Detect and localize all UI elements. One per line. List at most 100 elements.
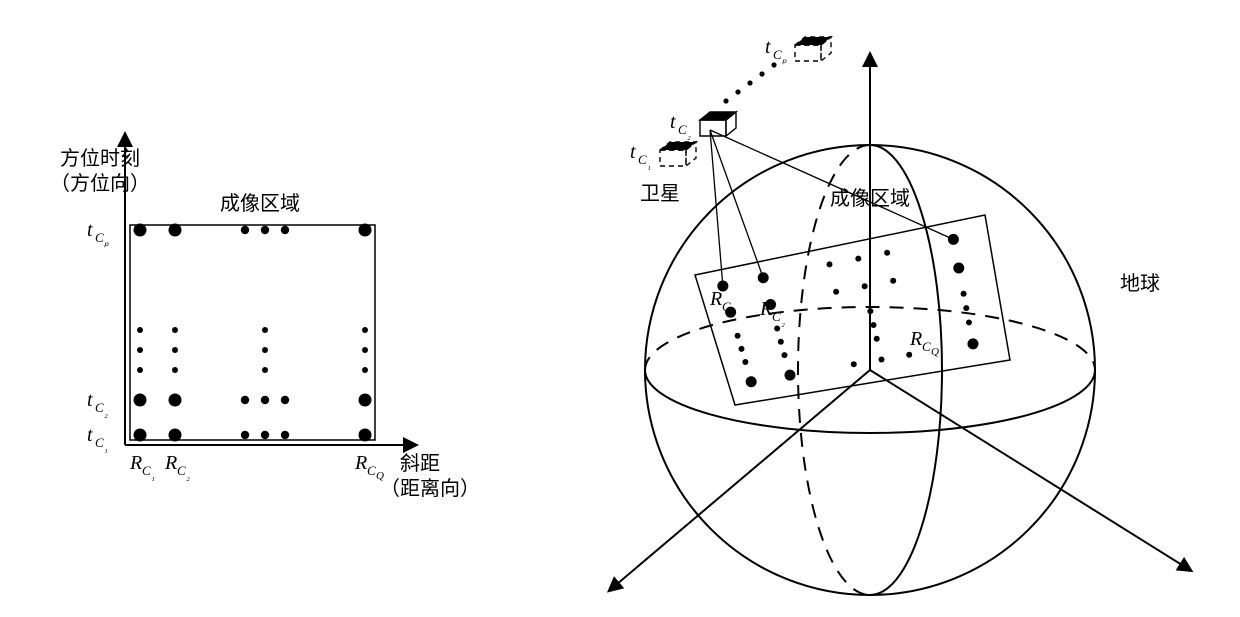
var-main: R xyxy=(909,328,922,350)
area-label: 成像区域 xyxy=(830,187,910,210)
trail-dot xyxy=(723,98,728,103)
var-sub-c: C xyxy=(95,230,104,245)
equator-front xyxy=(645,370,1095,433)
quad-ellipsis xyxy=(878,357,884,363)
ellipsis-dot xyxy=(262,327,268,333)
grid-dot xyxy=(359,394,372,407)
var-sub-sub: ₂ xyxy=(687,129,691,141)
var-sub-c: C xyxy=(722,299,731,314)
ellipsis-dot xyxy=(172,347,178,353)
y-axis-label-1: 方位时刻 xyxy=(60,147,140,170)
meridian-front xyxy=(870,145,942,595)
quad-ellipsis xyxy=(906,352,912,358)
var-main: t xyxy=(87,389,93,411)
ellipsis-dot xyxy=(137,347,143,353)
quad-ellipsis xyxy=(884,250,890,256)
ellipsis-dot xyxy=(172,367,178,373)
var-sub-sub: ₚ xyxy=(782,54,787,66)
grid-dot xyxy=(134,394,147,407)
var-sub-c: C xyxy=(638,152,647,167)
quad-ellipsis xyxy=(833,289,839,295)
var-label: tCₚ xyxy=(87,219,109,249)
var-main: R xyxy=(354,452,367,474)
var-sub-c: C xyxy=(95,400,104,415)
earth-label: 地球 xyxy=(1120,272,1160,295)
left-title: 成像区域 xyxy=(220,192,300,215)
ellipsis-dot xyxy=(172,327,178,333)
quad-ellipsis xyxy=(735,333,741,339)
var-label: tC₁ xyxy=(630,141,651,171)
var-label: tC₂ xyxy=(670,111,691,141)
var-sub-sub: ₁ xyxy=(104,442,108,454)
grid-dot xyxy=(134,224,147,237)
var-sub-sub: ₁ xyxy=(647,159,651,171)
var-main: t xyxy=(630,141,636,163)
var-sub-c: C xyxy=(772,309,781,324)
var-sub-c: C xyxy=(367,463,376,478)
beam-line xyxy=(710,130,723,286)
quad-dot xyxy=(953,263,964,274)
var-sub-c: C xyxy=(773,47,782,62)
var-main: t xyxy=(87,219,93,241)
var-sub-sub: ₂ xyxy=(186,470,190,482)
ellipsis-dot xyxy=(262,367,268,373)
ellipsis-dot xyxy=(261,226,269,234)
quad-ellipsis xyxy=(961,291,967,297)
var-sub-c: C xyxy=(142,463,151,478)
right-figure: RC₁RC₂RCQtC₁tC₂tCₚ卫星成像区域地球 xyxy=(610,36,1190,595)
grid-dot xyxy=(359,429,372,442)
ellipsis-dot xyxy=(281,431,289,439)
trail-dot xyxy=(735,89,740,94)
meridian-back xyxy=(798,145,870,595)
var-label: RC₂ xyxy=(164,452,190,482)
quad-ellipsis xyxy=(826,261,832,267)
var-label: tCₚ xyxy=(765,36,787,66)
x-axis-label-2: （距离向） xyxy=(380,477,480,500)
var-main: R xyxy=(759,298,772,320)
quad-ellipsis xyxy=(871,322,877,328)
var-label: RC₁ xyxy=(129,452,155,482)
var-sub-c: C xyxy=(678,122,687,137)
var-sub-sub: ₁ xyxy=(731,306,735,318)
quad-ellipsis xyxy=(742,359,748,365)
grid-dot xyxy=(169,224,182,237)
ellipsis-dot xyxy=(261,396,269,404)
quad-ellipsis xyxy=(867,308,873,314)
x-axis-label-1: 斜距 xyxy=(400,452,440,475)
quad-ellipsis xyxy=(890,278,896,284)
quad-ellipsis xyxy=(774,325,780,331)
var-label: RC₁ xyxy=(709,288,735,318)
diagram-root: tC₁tC₂tCₚRC₁RC₂RCQ方位时刻（方位向）斜距（距离向）成像区域RC… xyxy=(0,0,1240,617)
grid-dot xyxy=(169,429,182,442)
var-sub-sub: ₚ xyxy=(104,237,109,249)
beam-line xyxy=(710,130,953,239)
grid-dot xyxy=(134,429,147,442)
var-sub-c: C xyxy=(922,339,931,354)
quad-dot xyxy=(784,370,795,381)
grid-dot xyxy=(169,394,182,407)
ellipsis-dot xyxy=(137,367,143,373)
var-label: tC₂ xyxy=(87,389,108,419)
satellite-ghost xyxy=(660,150,686,166)
left-figure: tC₁tC₂tCₚRC₁RC₂RCQ方位时刻（方位向）斜距（距离向）成像区域 xyxy=(50,135,480,500)
var-sub-sub: Q xyxy=(931,346,939,358)
var-main: t xyxy=(670,111,676,133)
ellipsis-dot xyxy=(281,226,289,234)
var-sub-sub: ₁ xyxy=(151,470,155,482)
trail-dot xyxy=(771,62,776,67)
var-main: R xyxy=(164,452,177,474)
quad-ellipsis xyxy=(855,256,861,262)
satellite xyxy=(700,120,726,136)
ellipsis-dot xyxy=(137,327,143,333)
ellipsis-dot xyxy=(262,347,268,353)
quad-ellipsis xyxy=(738,346,744,352)
imaging-quad xyxy=(695,215,1010,405)
ellipsis-dot xyxy=(362,327,368,333)
quad-dot xyxy=(967,338,978,349)
imaging-box xyxy=(130,225,375,440)
satellite-ghost xyxy=(795,45,821,61)
var-main: t xyxy=(87,424,93,446)
quad-ellipsis xyxy=(781,352,787,358)
grid-dot xyxy=(359,224,372,237)
ellipsis-dot xyxy=(362,367,368,373)
